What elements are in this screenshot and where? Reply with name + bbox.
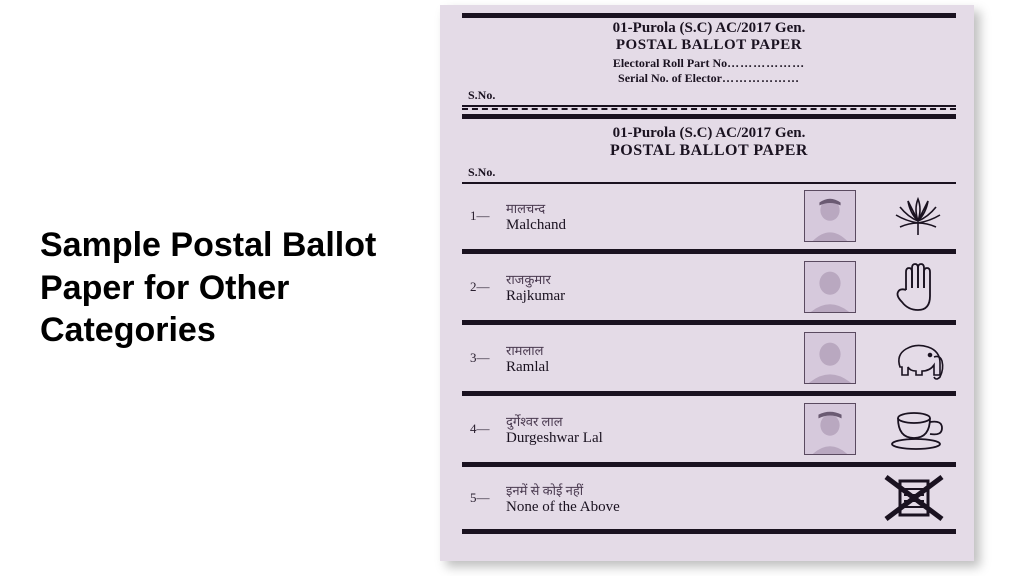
sno-label-2: S.No. — [462, 163, 956, 181]
perforation — [462, 108, 956, 110]
nota-hindi: इनमें से कोई नहीं — [506, 481, 828, 499]
serial-label: Serial No. of Elector — [618, 71, 722, 85]
serial-line: Serial No. of Elector……………… — [462, 71, 956, 86]
candidate-names: मालचन्द Malchand — [506, 199, 804, 234]
dots: ……………… — [727, 56, 805, 70]
candidate-row: 2— राजकुमार Rajkumar — [462, 256, 956, 318]
rule — [462, 529, 956, 534]
candidate-number: 1— — [470, 208, 506, 224]
candidate-names: रामलाल Ramlal — [506, 341, 804, 376]
candidate-photo — [804, 261, 856, 313]
candidate-row: 4— दुर्गेश्वर लाल Durgeshwar Lal — [462, 398, 956, 460]
candidate-name-latin: Ramlal — [506, 359, 804, 376]
rule — [462, 462, 956, 467]
candidate-number: 3— — [470, 350, 506, 366]
lotus-icon — [888, 190, 948, 242]
rule — [462, 249, 956, 254]
candidate-number: 2— — [470, 279, 506, 295]
ballot-title-2: POSTAL BALLOT PAPER — [462, 142, 956, 160]
nota-row: 5— इनमें से कोई नहीं None of the Above — [462, 469, 956, 527]
rule — [462, 105, 956, 107]
elephant-icon — [888, 332, 948, 384]
nota-icon — [828, 473, 948, 523]
rule — [462, 182, 956, 184]
candidate-number: 5— — [470, 490, 506, 506]
candidate-number: 4— — [470, 421, 506, 437]
ballot-header: 01-Purola (S.C) AC/2017 Gen. POSTAL BALL… — [462, 20, 956, 86]
ballot-paper-photo: 01-Purola (S.C) AC/2017 Gen. POSTAL BALL… — [440, 5, 974, 561]
dots: ……………… — [722, 71, 800, 85]
cup-saucer-icon — [888, 403, 948, 455]
constituency-line: 01-Purola (S.C) AC/2017 Gen. — [462, 20, 956, 37]
slide-title: Sample Postal Ballot Paper for Other Cat… — [40, 224, 440, 352]
candidate-row: 1— मालचन्द Malchand — [462, 185, 956, 247]
candidate-names: दुर्गेश्वर लाल Durgeshwar Lal — [506, 412, 804, 447]
candidate-photo — [804, 403, 856, 455]
candidate-name-latin: Malchand — [506, 217, 804, 234]
candidate-name-hindi: रामलाल — [506, 341, 804, 359]
roll-part-line: Electoral Roll Part No……………… — [462, 56, 956, 71]
ballot-header-2: 01-Purola (S.C) AC/2017 Gen. POSTAL BALL… — [462, 121, 956, 163]
candidate-row: 3— रामलाल Ramlal — [462, 327, 956, 389]
candidate-photo — [804, 332, 856, 384]
rule — [462, 114, 956, 119]
ballot-paper: 01-Purola (S.C) AC/2017 Gen. POSTAL BALL… — [440, 5, 974, 561]
candidate-name-hindi: राजकुमार — [506, 270, 804, 288]
candidate-photo — [804, 190, 856, 242]
candidate-name-hindi: दुर्गेश्वर लाल — [506, 412, 804, 430]
candidate-name-latin: Durgeshwar Lal — [506, 430, 804, 447]
sno-label: S.No. — [462, 86, 956, 104]
candidate-name-latin: Rajkumar — [506, 288, 804, 305]
hand-icon — [888, 261, 948, 313]
rule — [462, 320, 956, 325]
nota-latin: None of the Above — [506, 499, 828, 516]
constituency-line-2: 01-Purola (S.C) AC/2017 Gen. — [462, 125, 956, 142]
rule — [462, 13, 956, 18]
rule — [462, 391, 956, 396]
left-panel: Sample Postal Ballot Paper for Other Cat… — [0, 0, 440, 576]
candidate-name-hindi: मालचन्द — [506, 199, 804, 217]
candidate-names: इनमें से कोई नहीं None of the Above — [506, 481, 828, 516]
candidate-names: राजकुमार Rajkumar — [506, 270, 804, 305]
ballot-title: POSTAL BALLOT PAPER — [462, 37, 956, 54]
roll-part-label: Electoral Roll Part No — [613, 56, 727, 70]
